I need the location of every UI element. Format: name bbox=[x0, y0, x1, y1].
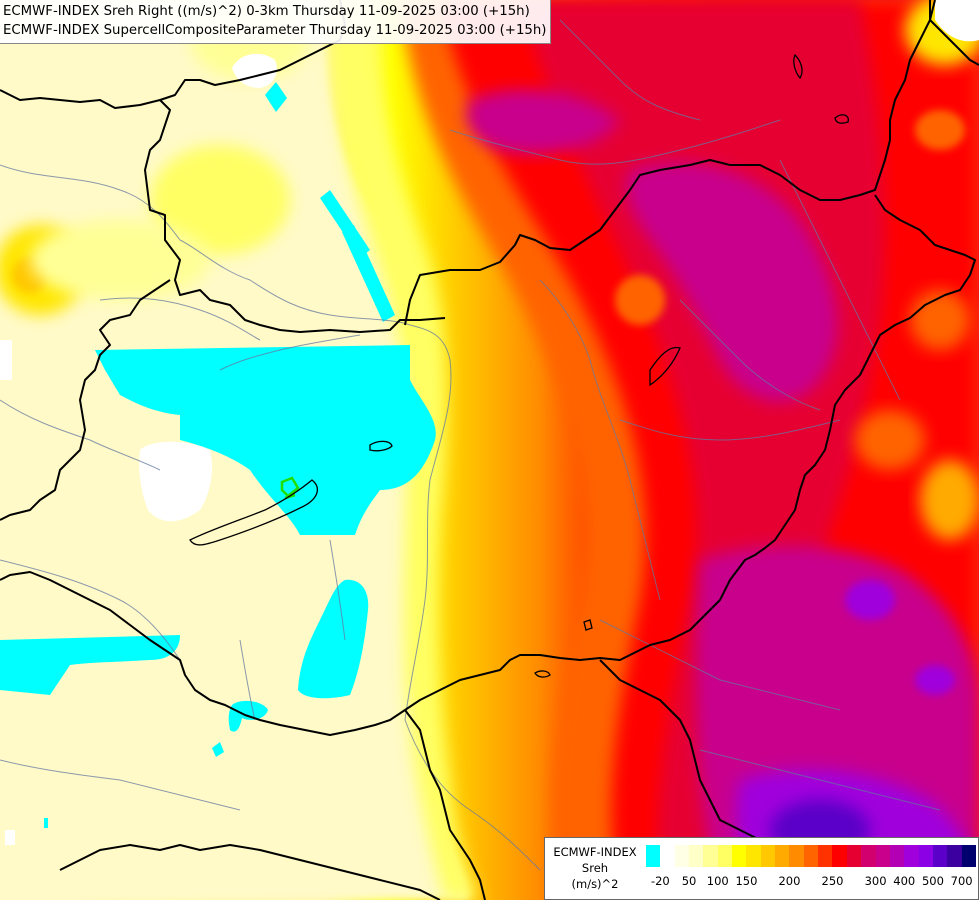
lake-balaton bbox=[189, 479, 318, 546]
rivers bbox=[0, 19, 941, 871]
color-legend: ECMWF-INDEX Sreh (m/s)^2 -20 50 100 150 200 2… bbox=[544, 837, 979, 900]
legend-swatch bbox=[861, 845, 876, 867]
field-yellow-nw1 bbox=[150, 145, 290, 255]
legend-swatch bbox=[674, 845, 690, 867]
legend-swatch bbox=[918, 845, 933, 867]
field-orange-e3 bbox=[910, 290, 970, 350]
lake-small6 bbox=[583, 619, 593, 631]
field-yellow-nw4 bbox=[30, 220, 210, 300]
legend-colorbar bbox=[646, 845, 976, 867]
lake-small2 bbox=[649, 346, 681, 387]
field-orange-e1 bbox=[855, 410, 925, 470]
legend-unit: (m/s)^2 bbox=[571, 877, 619, 891]
legend-swatch bbox=[732, 845, 747, 867]
legend-tick-labels: -20 50 100 150 200 250 300 400 500 700 bbox=[646, 874, 976, 890]
legend-swatch bbox=[947, 845, 962, 867]
lake-small5 bbox=[534, 670, 551, 678]
legend-tick-label: 300 bbox=[864, 874, 887, 888]
legend-swatch bbox=[660, 845, 675, 867]
field-cyan-streak2 bbox=[342, 225, 395, 322]
legend-label-block: ECMWF-INDEX Sreh (m/s)^2 bbox=[545, 838, 645, 899]
legend-swatch bbox=[889, 845, 905, 867]
map-title-block: ECMWF-INDEX Sreh Right ((m/s)^2) 0-3km T… bbox=[0, 0, 552, 44]
legend-swatch bbox=[746, 845, 761, 867]
legend-tick-label: 50 bbox=[681, 874, 697, 888]
legend-swatch bbox=[875, 845, 890, 867]
legend-tick-label: 700 bbox=[950, 874, 973, 888]
field-white-ne bbox=[935, 0, 979, 42]
field-white-dot bbox=[5, 830, 15, 845]
field-yellow-band bbox=[330, 0, 480, 900]
legend-swatch bbox=[818, 845, 833, 867]
field-cyan-south bbox=[298, 579, 369, 699]
field-cyan-dot3 bbox=[44, 818, 48, 828]
legend-tick-label: 500 bbox=[921, 874, 944, 888]
legend-tick-label: 400 bbox=[893, 874, 916, 888]
legend-swatch bbox=[846, 845, 862, 867]
field-white-west bbox=[0, 340, 12, 380]
lakes bbox=[189, 53, 849, 678]
legend-tick-label: 200 bbox=[778, 874, 801, 888]
legend-swatch bbox=[760, 845, 776, 867]
legend-swatch bbox=[717, 845, 733, 867]
legend-swatch bbox=[832, 845, 847, 867]
legend-model: ECMWF-INDEX bbox=[553, 845, 637, 859]
legend-swatch bbox=[703, 845, 718, 867]
title-line-scp: ECMWF-INDEX SupercellCompositeParameter … bbox=[3, 23, 547, 38]
field-cyan-dot2 bbox=[212, 742, 224, 757]
field-orange-ne1 bbox=[915, 110, 965, 150]
field-orange-e2 bbox=[920, 460, 979, 540]
legend-swatch bbox=[803, 845, 819, 867]
lake-small3 bbox=[793, 53, 803, 80]
legend-variable: Sreh bbox=[581, 861, 609, 875]
legend-tick-label: 100 bbox=[706, 874, 729, 888]
legend-swatch bbox=[689, 845, 704, 867]
field-magenta-north bbox=[466, 89, 620, 154]
field-cyan-main bbox=[95, 345, 436, 535]
legend-swatch bbox=[961, 845, 976, 867]
legend-tick-label: -20 bbox=[650, 874, 670, 888]
field-purple-e2 bbox=[915, 665, 955, 695]
title-line-sreh: ECMWF-INDEX Sreh Right ((m/s)^2) 0-3km T… bbox=[3, 4, 530, 19]
legend-swatch bbox=[904, 845, 919, 867]
legend-swatch bbox=[789, 845, 804, 867]
lake-small1 bbox=[369, 440, 393, 452]
field-purple-e bbox=[845, 580, 895, 620]
lake-small4 bbox=[834, 114, 849, 124]
field-white-lake bbox=[139, 441, 212, 522]
legend-swatch bbox=[932, 845, 948, 867]
legend-tick-label: 150 bbox=[735, 874, 758, 888]
field-cyan-west bbox=[0, 635, 180, 695]
legend-swatch bbox=[646, 845, 661, 867]
field-magenta-core bbox=[626, 162, 838, 402]
legend-tick-label: 250 bbox=[821, 874, 844, 888]
legend-swatch bbox=[775, 845, 790, 867]
field-orange-center bbox=[615, 275, 665, 325]
field-cyan-dot1 bbox=[265, 82, 287, 112]
